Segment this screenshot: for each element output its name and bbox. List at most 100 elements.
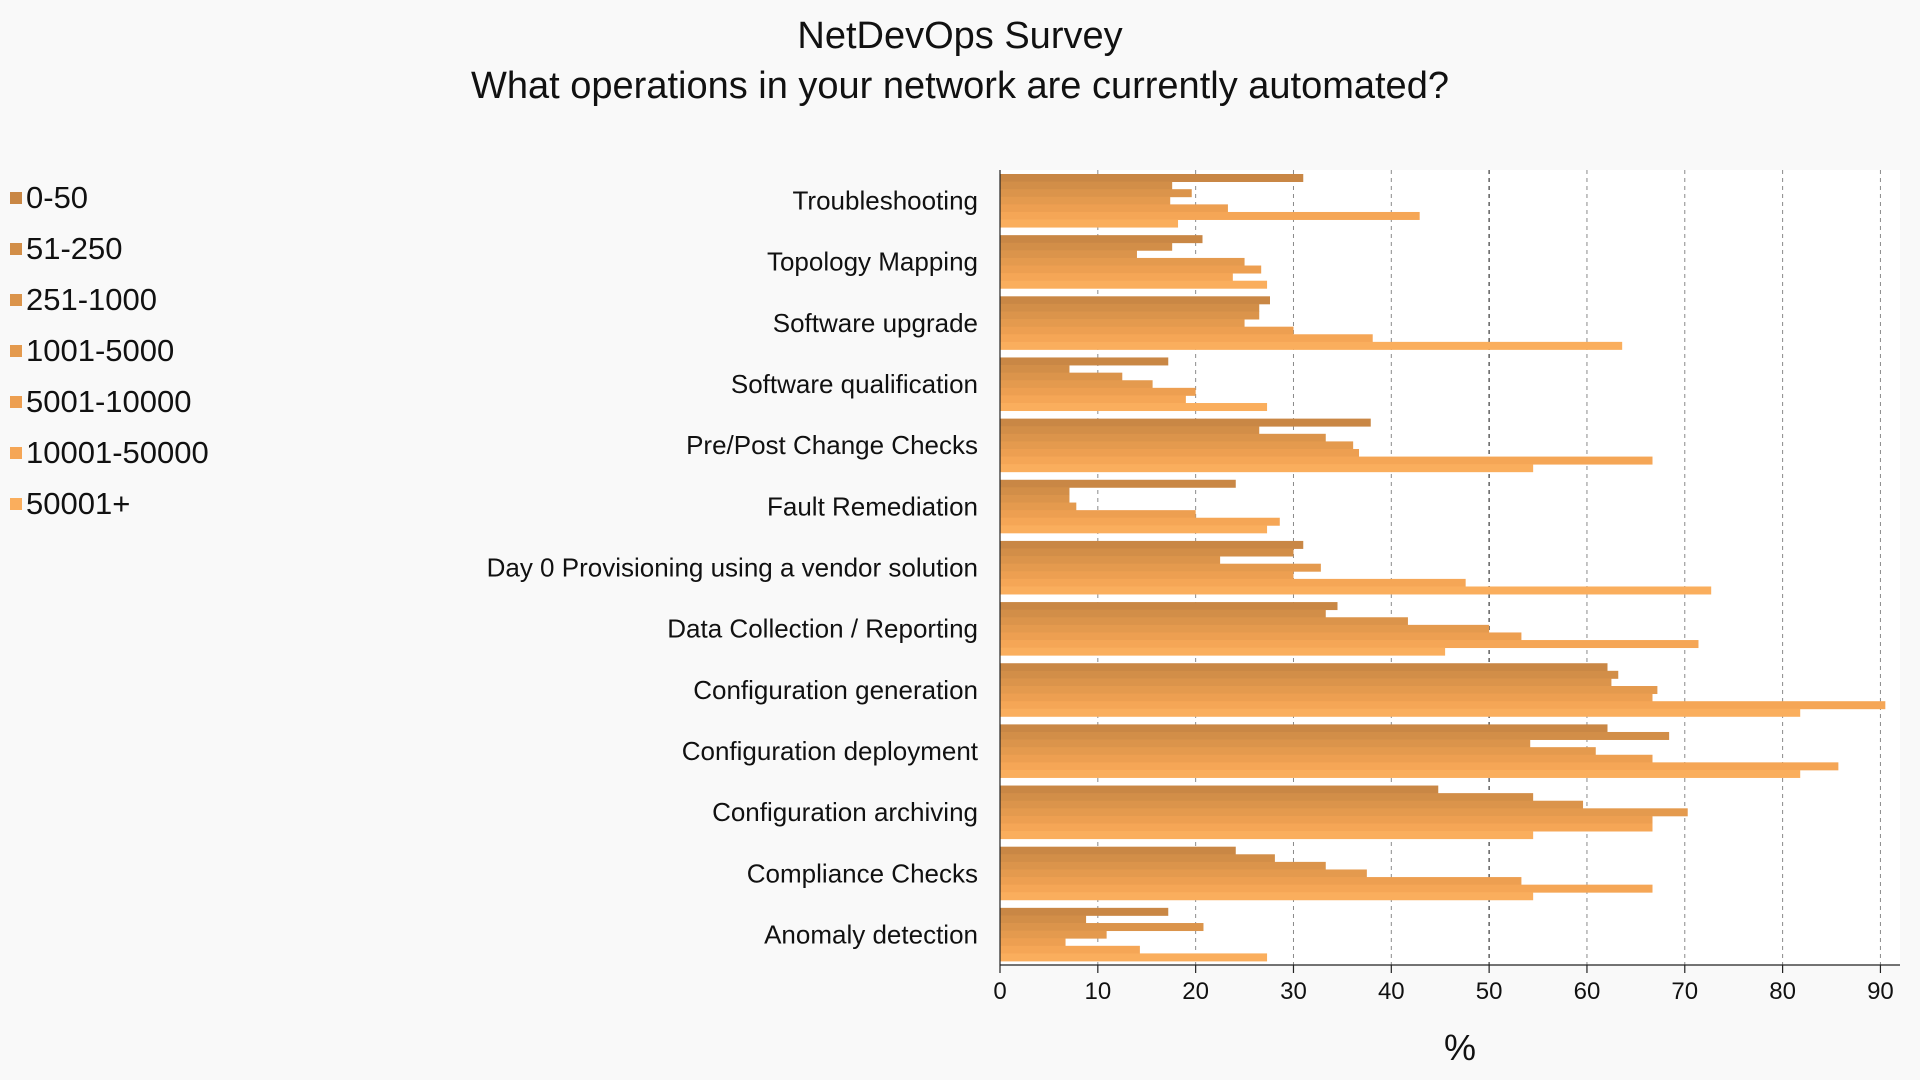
chart-title: NetDevOps Survey — [797, 15, 1123, 57]
bar-13-1 — [1000, 907, 1169, 916]
bar-13-4 — [1000, 930, 1107, 939]
x-tick-label: 80 — [1769, 978, 1796, 1005]
bar-12-7 — [1000, 892, 1534, 901]
bar-3-4 — [1000, 319, 1245, 328]
category-label: Compliance Checks — [747, 858, 978, 888]
bar-8-6 — [1000, 640, 1699, 649]
bar-12-3 — [1000, 861, 1326, 870]
bar-13-6 — [1000, 945, 1140, 954]
x-tick-label: 0 — [993, 978, 1006, 1005]
category-label: Software qualification — [731, 369, 978, 399]
bar-7-3 — [1000, 556, 1221, 565]
chart-subtitle: What operations in your network are curr… — [471, 65, 1449, 107]
bar-2-2 — [1000, 242, 1173, 251]
bar-6-2 — [1000, 487, 1070, 496]
bar-8-3 — [1000, 617, 1408, 626]
bar-5-7 — [1000, 464, 1534, 473]
bar-1-7 — [1000, 219, 1179, 228]
legend-item: 1001-5000 — [10, 325, 209, 376]
legend-item: 0-50 — [10, 172, 209, 223]
legend-label: 51-250 — [26, 230, 123, 266]
bar-10-3 — [1000, 739, 1531, 748]
bar-12-5 — [1000, 877, 1522, 886]
bar-8-7 — [1000, 647, 1446, 656]
category-label: Configuration generation — [693, 675, 978, 705]
bar-11-4 — [1000, 808, 1688, 817]
bar-7-7 — [1000, 586, 1712, 595]
bar-2-3 — [1000, 250, 1137, 259]
bar-9-6 — [1000, 701, 1886, 710]
bar-10-2 — [1000, 731, 1670, 740]
bar-7-4 — [1000, 563, 1321, 572]
legend-label: 1001-5000 — [26, 332, 175, 368]
bar-3-5 — [1000, 326, 1294, 335]
bar-8-1 — [1000, 602, 1338, 611]
legend-label: 50001+ — [26, 485, 131, 521]
bar-4-5 — [1000, 387, 1196, 396]
legend-item: 10001-50000 — [10, 427, 209, 478]
bar-4-4 — [1000, 380, 1153, 389]
bar-8-4 — [1000, 624, 1490, 633]
x-tick-label: 70 — [1671, 978, 1698, 1005]
bar-2-4 — [1000, 257, 1245, 266]
bar-13-5 — [1000, 938, 1066, 947]
bar-11-5 — [1000, 815, 1653, 824]
category-label: Configuration deployment — [682, 736, 979, 766]
legend-label: 5001-10000 — [26, 383, 192, 419]
bar-9-4 — [1000, 686, 1658, 695]
bar-3-7 — [1000, 341, 1623, 350]
bar-3-3 — [1000, 311, 1260, 320]
bar-3-2 — [1000, 303, 1260, 312]
category-label: Configuration archiving — [712, 797, 978, 827]
bar-7-6 — [1000, 578, 1466, 587]
bar-11-7 — [1000, 831, 1534, 840]
legend-swatch — [10, 446, 22, 459]
bar-4-2 — [1000, 365, 1070, 374]
bar-7-2 — [1000, 548, 1294, 557]
bar-4-6 — [1000, 395, 1186, 404]
bar-6-5 — [1000, 510, 1196, 519]
bar-2-1 — [1000, 235, 1203, 244]
bar-13-2 — [1000, 915, 1087, 924]
bar-2-7 — [1000, 280, 1268, 289]
bar-11-1 — [1000, 785, 1439, 794]
bar-4-3 — [1000, 372, 1123, 381]
bar-5-2 — [1000, 426, 1260, 435]
bar-4-7 — [1000, 403, 1268, 412]
bar-8-2 — [1000, 609, 1326, 618]
x-tick-label: 40 — [1378, 978, 1405, 1005]
legend-item: 51-250 — [10, 223, 209, 274]
bar-1-1 — [1000, 174, 1304, 182]
bar-11-2 — [1000, 793, 1534, 802]
bar-12-4 — [1000, 869, 1367, 878]
bar-9-1 — [1000, 663, 1608, 672]
bar-12-6 — [1000, 884, 1653, 893]
category-label: Data Collection / Reporting — [667, 614, 978, 644]
legend-label: 0-50 — [26, 179, 89, 215]
bar-1-6 — [1000, 211, 1420, 220]
category-label: Pre/Post Change Checks — [686, 430, 978, 460]
legend-swatch — [10, 395, 22, 408]
bar-1-5 — [1000, 204, 1228, 213]
category-label: Day 0 Provisioning using a vendor soluti… — [487, 553, 978, 583]
legend-swatch — [10, 293, 22, 306]
bar-1-4 — [1000, 196, 1171, 205]
category-label: Topology Mapping — [767, 247, 978, 277]
bar-9-3 — [1000, 678, 1612, 687]
x-axis-label: % — [1444, 1027, 1476, 1068]
bar-5-3 — [1000, 433, 1326, 442]
bar-6-1 — [1000, 479, 1236, 488]
x-tick-label: 90 — [1867, 978, 1894, 1005]
bar-5-5 — [1000, 448, 1360, 457]
legend-item: 251-1000 — [10, 274, 209, 325]
legend: 0-50 51-250 251-1000 1001-5000 5001-10000 100… — [10, 172, 209, 529]
bar-1-3 — [1000, 189, 1192, 198]
legend-label: 10001-50000 — [26, 434, 209, 470]
bar-11-3 — [1000, 800, 1584, 809]
bar-6-3 — [1000, 494, 1070, 503]
bar-10-5 — [1000, 754, 1653, 763]
legend-swatch — [10, 242, 22, 255]
bar-12-2 — [1000, 854, 1275, 863]
bar-5-1 — [1000, 418, 1371, 427]
